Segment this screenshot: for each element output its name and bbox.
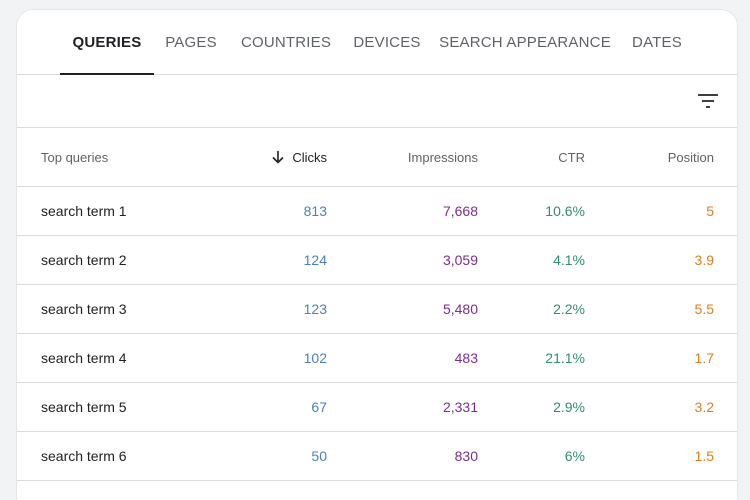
position-cell: 3.2 — [694, 399, 714, 415]
table-row[interactable]: search term 2 124 3,059 4.1% 3.9 — [17, 236, 737, 285]
table-toolbar — [17, 75, 737, 128]
column-header-position[interactable]: Position — [667, 149, 714, 165]
table-row[interactable]: search term 1 813 7,668 10.6% 5 — [17, 187, 737, 236]
ctr-cell: 2.2% — [553, 301, 585, 317]
clicks-cell: 123 — [303, 301, 327, 317]
ctr-cell: 6% — [564, 448, 585, 464]
clicks-cell: 124 — [303, 252, 327, 268]
ctr-cell: 21.1% — [545, 350, 585, 366]
position-cell: 3.9 — [694, 252, 714, 268]
table-row[interactable]: search term 6 50 830 6% 1.5 — [17, 432, 737, 481]
query-cell: search term 3 — [41, 301, 127, 317]
tab-devices[interactable]: DEVICES — [353, 33, 421, 51]
query-cell: search term 5 — [41, 399, 127, 415]
position-cell: 5 — [706, 203, 714, 219]
table-row[interactable]: search term 3 123 5,480 2.2% 5.5 — [17, 285, 737, 334]
clicks-cell: 813 — [303, 203, 327, 219]
query-cell: search term 1 — [41, 203, 127, 219]
tab-dates[interactable]: DATES — [632, 33, 682, 51]
clicks-cell: 102 — [303, 350, 327, 366]
table-row[interactable]: search term 4 102 483 21.1% 1.7 — [17, 334, 737, 383]
table-row[interactable]: search term 5 67 2,331 2.9% 3.2 — [17, 383, 737, 432]
tab-search-appearance[interactable]: SEARCH APPEARANCE — [439, 33, 611, 51]
filter-button[interactable] — [693, 86, 723, 116]
column-header-top-queries[interactable]: Top queries — [41, 149, 109, 165]
performance-card: QUERIES PAGES COUNTRIES DEVICES SEARCH A… — [17, 10, 737, 500]
position-cell: 5.5 — [694, 301, 714, 317]
tab-queries[interactable]: QUERIES — [60, 10, 154, 75]
impressions-cell: 7,668 — [442, 203, 478, 219]
position-cell: 1.7 — [694, 350, 714, 366]
impressions-cell: 2,331 — [442, 399, 478, 415]
column-header-impressions[interactable]: Impressions — [407, 149, 478, 165]
tab-bar: QUERIES PAGES COUNTRIES DEVICES SEARCH A… — [17, 10, 737, 75]
position-cell: 1.5 — [694, 448, 714, 464]
impressions-cell: 3,059 — [442, 252, 478, 268]
clicks-cell: 50 — [311, 448, 327, 464]
ctr-cell: 2.9% — [553, 399, 585, 415]
impressions-cell: 483 — [454, 350, 478, 366]
tab-countries[interactable]: COUNTRIES — [240, 33, 332, 51]
query-cell: search term 4 — [41, 350, 127, 366]
arrow-down-icon — [272, 150, 284, 164]
impressions-cell: 5,480 — [442, 301, 478, 317]
query-cell: search term 2 — [41, 252, 127, 268]
column-header-clicks-label: Clicks — [292, 149, 327, 165]
column-header-clicks[interactable]: Clicks — [272, 128, 327, 186]
filter-icon — [698, 94, 718, 108]
column-header-ctr[interactable]: CTR — [558, 149, 585, 165]
ctr-cell: 10.6% — [545, 203, 585, 219]
impressions-cell: 830 — [454, 448, 478, 464]
clicks-cell: 67 — [311, 399, 327, 415]
tab-pages[interactable]: PAGES — [165, 33, 217, 51]
ctr-cell: 4.1% — [553, 252, 585, 268]
table-header-row: Top queries Clicks Impressions CTR Posit… — [17, 128, 737, 187]
query-cell: search term 6 — [41, 448, 127, 464]
